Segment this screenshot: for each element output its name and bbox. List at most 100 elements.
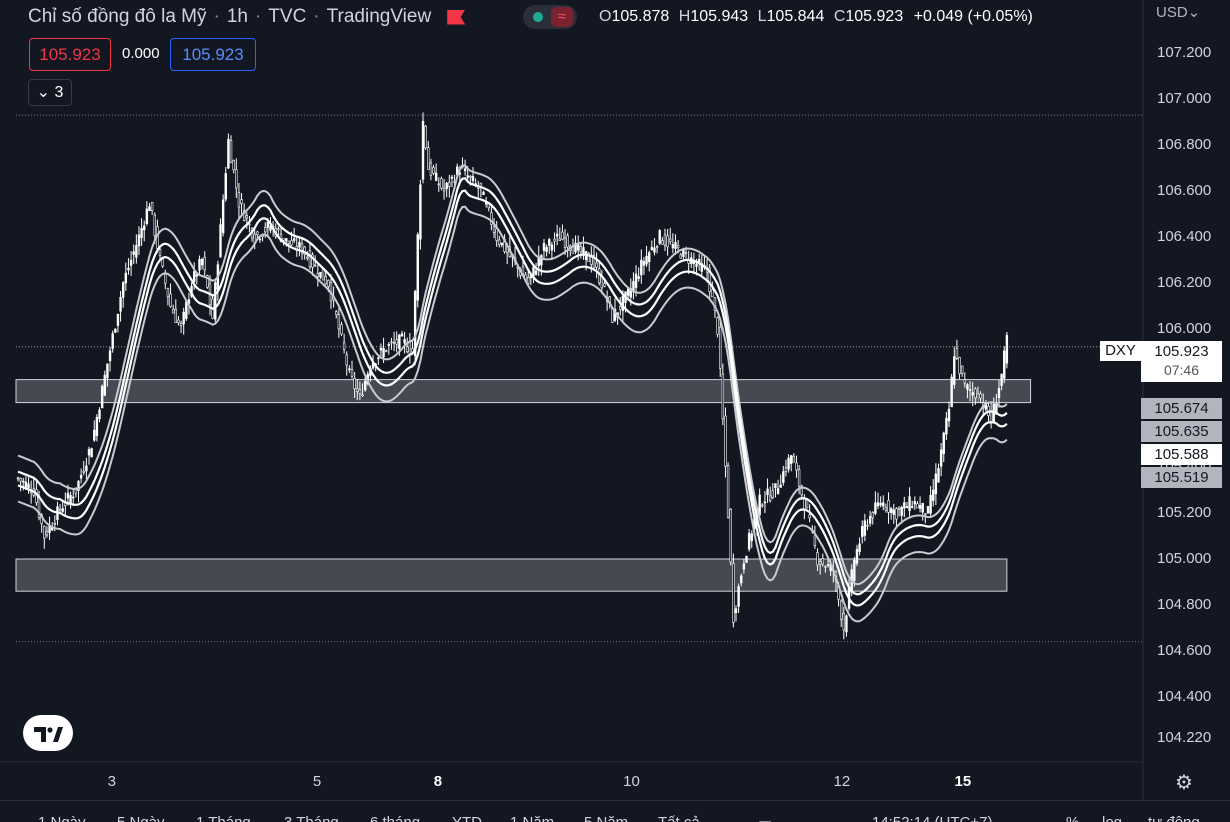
candle-body [763,501,767,504]
candle-body [466,175,469,178]
candle-body [313,264,317,267]
buy-button[interactable]: 105.923 [170,38,256,71]
range-ytd[interactable]: YTD [452,814,482,822]
candle-body [337,314,341,330]
tradingview-logo-icon[interactable] [23,715,73,751]
candle-body [203,256,206,271]
candle-body [784,467,788,472]
symbol-name[interactable]: Chỉ số đồng đô la Mỹ [28,6,207,27]
candle-body [413,290,417,357]
candle-body [434,172,438,181]
candle-body [177,319,180,324]
percent-toggle[interactable]: % [1066,814,1079,822]
candle-body [469,175,472,178]
candle-body [679,254,682,259]
candle-body [266,221,270,228]
candle-body [379,347,383,351]
candle-body [129,259,133,266]
candle-body [634,273,638,288]
settings-gear-icon[interactable]: ⚙ [1175,772,1193,794]
source-label: TradingView [326,6,432,27]
candle-body [240,199,243,204]
candle-body [892,509,895,515]
candle-body [19,478,22,482]
range-5y[interactable]: 5 Năm [584,814,628,822]
y-tick-label: 106.200 [1157,274,1212,291]
candle-body [908,496,911,512]
candle-body [650,246,654,251]
candle-body [300,243,304,254]
range-all[interactable]: Tất cả [658,814,700,822]
candle-body [737,586,740,607]
range-5d[interactable]: 5 Ngày [117,814,165,822]
candle-body [695,263,698,267]
candle-body [626,288,630,296]
auto-toggle[interactable]: tự động [1148,814,1200,822]
candle-body [237,192,241,208]
candle-body [724,415,727,467]
candle-body [432,167,435,174]
candle-body [895,508,898,520]
support-resistance-zone [15,558,1008,592]
x-tick-label: 10 [623,773,640,790]
y-tick-label: 107.200 [1157,44,1212,61]
candle-body [53,522,57,525]
range-6m[interactable]: 6 tháng [370,814,420,822]
x-tick-label: 8 [433,773,443,790]
currency-selector[interactable]: USD⌄ [1156,4,1201,21]
candle-body [145,208,149,225]
candle-body [845,615,848,633]
candle-body [171,308,175,314]
candle-body [653,247,656,253]
candle-body [200,258,204,266]
indicators-toggle[interactable]: ⌄ 3 [28,79,72,106]
range-1m[interactable]: 1 Tháng [196,814,251,822]
y-tick-label: 104.220 [1157,729,1212,747]
candle-body [221,199,225,234]
candle-body [206,275,209,288]
candle-body [87,449,91,456]
calendar-icon[interactable]: ▭ [758,814,772,822]
candle-body [976,393,980,403]
candle-body [77,480,80,491]
candle-body [345,354,348,366]
symbol-tag: DXY [1100,341,1141,361]
range-3m[interactable]: 3 Tháng [284,814,339,822]
candle-body [792,455,796,463]
candle-body [771,490,775,499]
range-1y[interactable]: 1 Năm [510,814,554,822]
log-toggle[interactable]: log [1102,814,1122,822]
candle-body [942,432,945,454]
candle-body [245,215,249,219]
sell-button[interactable]: 105.923 [29,38,111,71]
candle-body [561,231,564,240]
candle-body [1000,373,1003,387]
candle-body [390,341,393,344]
candle-body [882,502,885,507]
candle-body [742,563,746,570]
flag-icon [447,9,466,25]
price-chart[interactable] [0,0,1230,800]
x-tick-label: 15 [954,773,972,790]
candle-body [61,508,64,512]
candle-body [918,505,922,509]
candle-body [448,181,451,187]
y-tick-label: 106.600 [1157,182,1212,199]
interval-label[interactable]: 1h [226,6,248,27]
candle-body [889,508,893,514]
candle-body [582,247,585,254]
candle-body [813,535,817,546]
candle-body [90,448,93,458]
last-price-tag: 105.923 07:46 [1141,341,1222,382]
candle-body [534,270,538,275]
clock-readout[interactable]: 14:52:14 (UTC+7) [872,814,992,822]
candle-body [787,457,790,470]
range-1d[interactable]: 1 Ngày [38,814,86,822]
candle-body [960,365,964,374]
market-status-pill[interactable]: ≈ [523,5,577,29]
spread-value: 0.000 [122,45,160,62]
candle-body [953,356,956,385]
candle-body [400,333,404,337]
candle-body [958,357,961,374]
candle-body [548,239,551,246]
